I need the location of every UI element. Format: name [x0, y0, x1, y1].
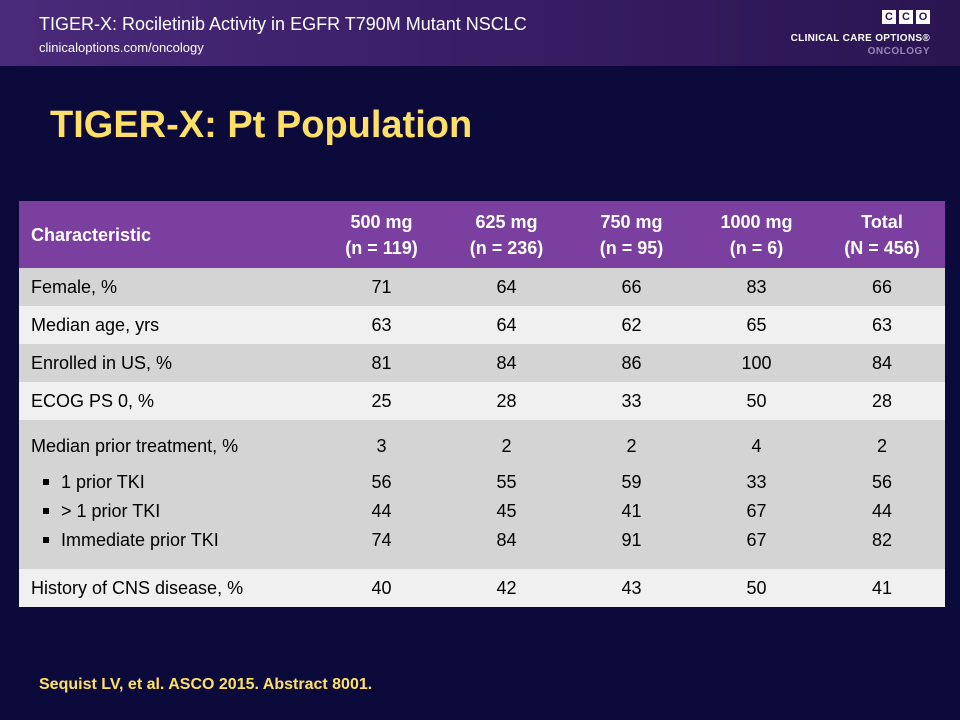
- table-row: Female, % 71 64 66 83 66: [19, 268, 945, 306]
- column-header: Total (N = 456): [819, 201, 945, 268]
- header-band: TIGER-X: Rociletinib Activity in EGFR T7…: [0, 0, 960, 66]
- subrow-label: > 1 prior TKI: [31, 497, 319, 526]
- table-cell: 50: [694, 382, 819, 420]
- table-cell: 63: [819, 306, 945, 344]
- table-cell: 43: [569, 569, 694, 607]
- table-cell: 40: [319, 569, 444, 607]
- table-row: Median age, yrs 63 64 62 65 63: [19, 306, 945, 344]
- row-label-group: Median prior treatment, % 1 prior TKI > …: [19, 420, 319, 569]
- logo-letter: C: [899, 10, 913, 24]
- table-row: ECOG PS 0, % 25 28 33 50 28: [19, 382, 945, 420]
- subrow-label: 1 prior TKI: [31, 468, 319, 497]
- table-row-prior-treatment: Median prior treatment, % 1 prior TKI > …: [19, 420, 945, 569]
- table-cell: 41: [819, 569, 945, 607]
- table-cell: 84: [444, 344, 569, 382]
- row-label: Enrolled in US, %: [19, 344, 319, 382]
- logo-letter: O: [916, 10, 930, 24]
- header-url: clinicaloptions.com/oncology: [39, 40, 204, 55]
- slide-title: TIGER-X: Pt Population: [50, 104, 473, 146]
- table-cell: 66: [569, 268, 694, 306]
- square-bullet-icon: [43, 536, 49, 543]
- column-header: 625 mg (n = 236): [444, 201, 569, 268]
- table-cell: 50: [694, 569, 819, 607]
- square-bullet-icon: [43, 478, 49, 485]
- table-cell: 81: [319, 344, 444, 382]
- table-cell: 84: [819, 344, 945, 382]
- row-label: Female, %: [19, 268, 319, 306]
- square-bullet-icon: [43, 507, 49, 514]
- row-label: Median prior treatment, %: [31, 436, 239, 456]
- column-header: 750 mg (n = 95): [569, 201, 694, 268]
- table-cell: 100: [694, 344, 819, 382]
- table-cell: 65: [694, 306, 819, 344]
- table-cell: 64: [444, 268, 569, 306]
- row-label: History of CNS disease, %: [19, 569, 319, 607]
- table-cell: 25: [319, 382, 444, 420]
- table-cell-group: 4 33 67 67: [694, 420, 819, 569]
- table-cell: 86: [569, 344, 694, 382]
- logo-letter-boxes: C C O: [882, 10, 930, 24]
- cco-logo: C C O CLINICAL CARE OPTIONS® ONCOLOGY: [770, 10, 930, 60]
- table-row: History of CNS disease, % 40 42 43 50 41: [19, 569, 945, 607]
- table-cell: 42: [444, 569, 569, 607]
- population-table: Characteristic 500 mg (n = 119) 625 mg (n …: [19, 201, 945, 607]
- table-row: Enrolled in US, % 81 84 86 100 84: [19, 344, 945, 382]
- header-title: TIGER-X: Rociletinib Activity in EGFR T7…: [39, 14, 527, 34]
- table-cell: 83: [694, 268, 819, 306]
- table-cell-group: 2 59 41 91: [569, 420, 694, 569]
- column-header: 1000 mg (n = 6): [694, 201, 819, 268]
- table-cell-group: 2 55 45 84: [444, 420, 569, 569]
- logo-text: CLINICAL CARE OPTIONS®: [790, 33, 930, 44]
- table-cell: 33: [569, 382, 694, 420]
- table-cell-group: 3 56 44 74: [319, 420, 444, 569]
- column-header-characteristic: Characteristic: [19, 201, 319, 268]
- row-label: ECOG PS 0, %: [19, 382, 319, 420]
- table-cell: 64: [444, 306, 569, 344]
- table-cell: 63: [319, 306, 444, 344]
- table-cell-group: 2 56 44 82: [819, 420, 945, 569]
- row-label: Median age, yrs: [19, 306, 319, 344]
- table-cell: 71: [319, 268, 444, 306]
- table-cell: 62: [569, 306, 694, 344]
- table-cell: 28: [819, 382, 945, 420]
- table-cell: 66: [819, 268, 945, 306]
- table-cell: 28: [444, 382, 569, 420]
- citation: Sequist LV, et al. ASCO 2015. Abstract 8…: [39, 676, 373, 693]
- logo-subtext: ONCOLOGY: [867, 46, 930, 57]
- logo-letter: C: [882, 10, 896, 24]
- column-header: 500 mg (n = 119): [319, 201, 444, 268]
- subrow-label: Immediate prior TKI: [31, 526, 319, 555]
- table-header-row: Characteristic 500 mg (n = 119) 625 mg (n …: [19, 201, 945, 268]
